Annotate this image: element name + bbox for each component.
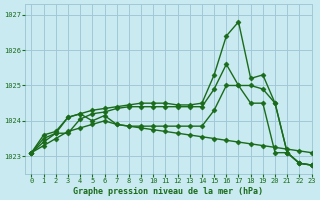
X-axis label: Graphe pression niveau de la mer (hPa): Graphe pression niveau de la mer (hPa) [74, 187, 263, 196]
